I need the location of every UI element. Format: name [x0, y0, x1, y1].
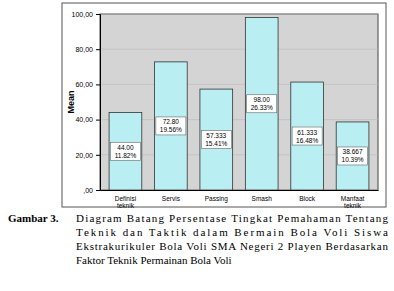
y-tick-label: 80,00: [75, 46, 93, 53]
y-tick-mark: [96, 190, 100, 191]
data-label-percent: 11.82%: [115, 152, 137, 159]
data-label-percent: 26.33%: [251, 104, 273, 111]
x-tick: Passing: [205, 190, 229, 203]
x-axis: Definisiteknik Servis Passing Smash Block Man…: [101, 190, 379, 209]
y-tick-mark: [96, 120, 100, 121]
y-tick-label: 60,00: [75, 81, 93, 88]
x-tick-label: Definisiteknik: [115, 195, 136, 209]
chart-frame: [62, 3, 386, 207]
grid-line: [100, 14, 378, 15]
bar: [291, 82, 324, 190]
x-tick-label: Manfaatteknik: [341, 195, 365, 209]
bar: [200, 89, 233, 190]
y-axis-title: Mean: [66, 90, 76, 113]
bar: [336, 122, 369, 190]
data-label-box: [156, 117, 186, 135]
x-tick-label: Passing: [205, 195, 229, 203]
x-tick: Block: [299, 190, 316, 202]
data-label-box: [201, 131, 231, 149]
caption-label: Gambar 3.: [8, 212, 59, 224]
x-tick-label: Smash: [252, 195, 273, 202]
grid-line: [100, 49, 378, 50]
data-labels: 44.0011.82% 72.8019.56% 57.33315.41% 98.002…: [110, 95, 367, 165]
y-tick: 40,00: [75, 116, 100, 123]
data-label-box: [292, 127, 322, 145]
y-tick: 100,00: [72, 11, 100, 18]
y-tick: 80,00: [75, 46, 100, 53]
caption-line: Diagram Batang Persentase Tingkat Pemaha…: [76, 212, 389, 224]
y-tick-label: ,00: [83, 187, 93, 194]
caption-line: Teknik dan Taktik dalam Bermain Bola Vol…: [76, 226, 388, 238]
y-axis-line: [96, 15, 101, 191]
caption-line: Ekstrakurikuler Bola Voli SMA Negeri 2 P…: [76, 240, 389, 252]
x-tick-label: Block: [299, 195, 316, 202]
x-tick-label: Servis: [162, 195, 181, 202]
data-label-percent: 16.48%: [296, 137, 318, 144]
grid: [100, 14, 378, 190]
bar: [245, 18, 278, 190]
y-tick: 20,00: [75, 152, 100, 159]
data-label: 44.00: [117, 144, 134, 151]
grid-line: [100, 84, 378, 85]
y-tick-label: 40,00: [75, 116, 93, 123]
data-label-percent: 10.39%: [342, 156, 364, 163]
data-label-percent: 15.41%: [205, 140, 227, 147]
bars: [109, 18, 369, 190]
y-tick-mark: [96, 14, 100, 15]
y-tick: 60,00: [75, 81, 100, 88]
bar: [155, 62, 188, 190]
data-label: 72.80: [163, 118, 180, 125]
x-tick: Definisiteknik: [115, 190, 136, 209]
caption-line: Faktor Teknik Permainan Bola Voli: [76, 254, 232, 266]
x-axis-line: [101, 190, 379, 191]
chart: ,00 20,00 40,00 60,00 80,00 100,00 Mean Definis…: [0, 0, 394, 291]
data-label: 57.333: [206, 132, 226, 139]
data-label-box: [247, 95, 277, 113]
data-label: 38.667: [343, 148, 363, 155]
x-tick: Smash: [252, 190, 273, 202]
data-label-box: [338, 147, 368, 165]
plot-background: [100, 14, 378, 190]
bar: [109, 113, 142, 190]
data-label: 98.00: [254, 96, 271, 103]
y-tick: ,00: [83, 187, 100, 194]
y-tick-mark: [96, 49, 100, 50]
data-label-percent: 19.56%: [160, 126, 182, 133]
data-label-box: [110, 142, 140, 160]
y-tick-label: 100,00: [72, 11, 94, 18]
y-tick-mark: [96, 155, 100, 156]
data-label: 61.333: [297, 129, 317, 136]
y-tick-mark: [96, 84, 100, 85]
x-tick: Manfaatteknik: [341, 190, 365, 209]
y-tick-label: 20,00: [75, 152, 93, 159]
x-tick: Servis: [162, 190, 181, 202]
caption: Gambar 3. Diagram Batang Persentase Tingk…: [8, 212, 389, 266]
